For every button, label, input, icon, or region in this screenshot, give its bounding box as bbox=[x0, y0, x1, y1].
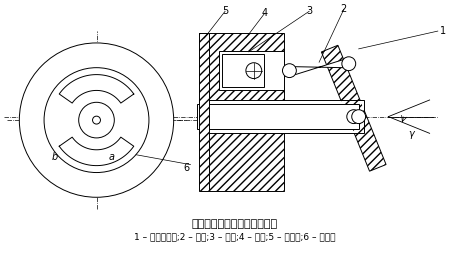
Bar bbox=[203, 100, 364, 133]
Bar bbox=[199, 33, 209, 191]
Polygon shape bbox=[352, 113, 357, 121]
Polygon shape bbox=[321, 45, 386, 171]
Bar bbox=[207, 33, 284, 191]
Text: 2: 2 bbox=[341, 4, 347, 14]
Bar bbox=[197, 104, 359, 129]
Circle shape bbox=[92, 116, 100, 124]
Circle shape bbox=[347, 110, 361, 124]
Text: 5: 5 bbox=[222, 6, 228, 16]
Circle shape bbox=[44, 68, 149, 173]
Bar bbox=[207, 33, 284, 191]
Text: 斜轴式轴向柱塞泵的工作原理: 斜轴式轴向柱塞泵的工作原理 bbox=[192, 219, 278, 229]
Circle shape bbox=[19, 43, 174, 197]
Text: 4: 4 bbox=[261, 8, 268, 18]
Circle shape bbox=[352, 110, 365, 124]
Bar bbox=[199, 33, 209, 191]
Polygon shape bbox=[295, 60, 343, 75]
Text: 1: 1 bbox=[440, 26, 446, 36]
Circle shape bbox=[246, 63, 262, 79]
Text: γ: γ bbox=[408, 128, 414, 139]
Text: 6: 6 bbox=[184, 162, 190, 173]
Text: 3: 3 bbox=[306, 6, 312, 16]
Text: a: a bbox=[108, 152, 114, 162]
Bar bbox=[222, 54, 264, 87]
Text: 1 – 法兰传动轴;2 – 连杆;3 – 柱塞;4 – 缸体;5 – 配流盘;6 – 中心轴: 1 – 法兰传动轴;2 – 连杆;3 – 柱塞;4 – 缸体;5 – 配流盘;6… bbox=[134, 232, 336, 241]
Circle shape bbox=[79, 102, 114, 138]
Circle shape bbox=[342, 57, 356, 71]
Bar bbox=[219, 51, 284, 90]
Circle shape bbox=[283, 64, 296, 77]
Text: b: b bbox=[52, 152, 58, 162]
